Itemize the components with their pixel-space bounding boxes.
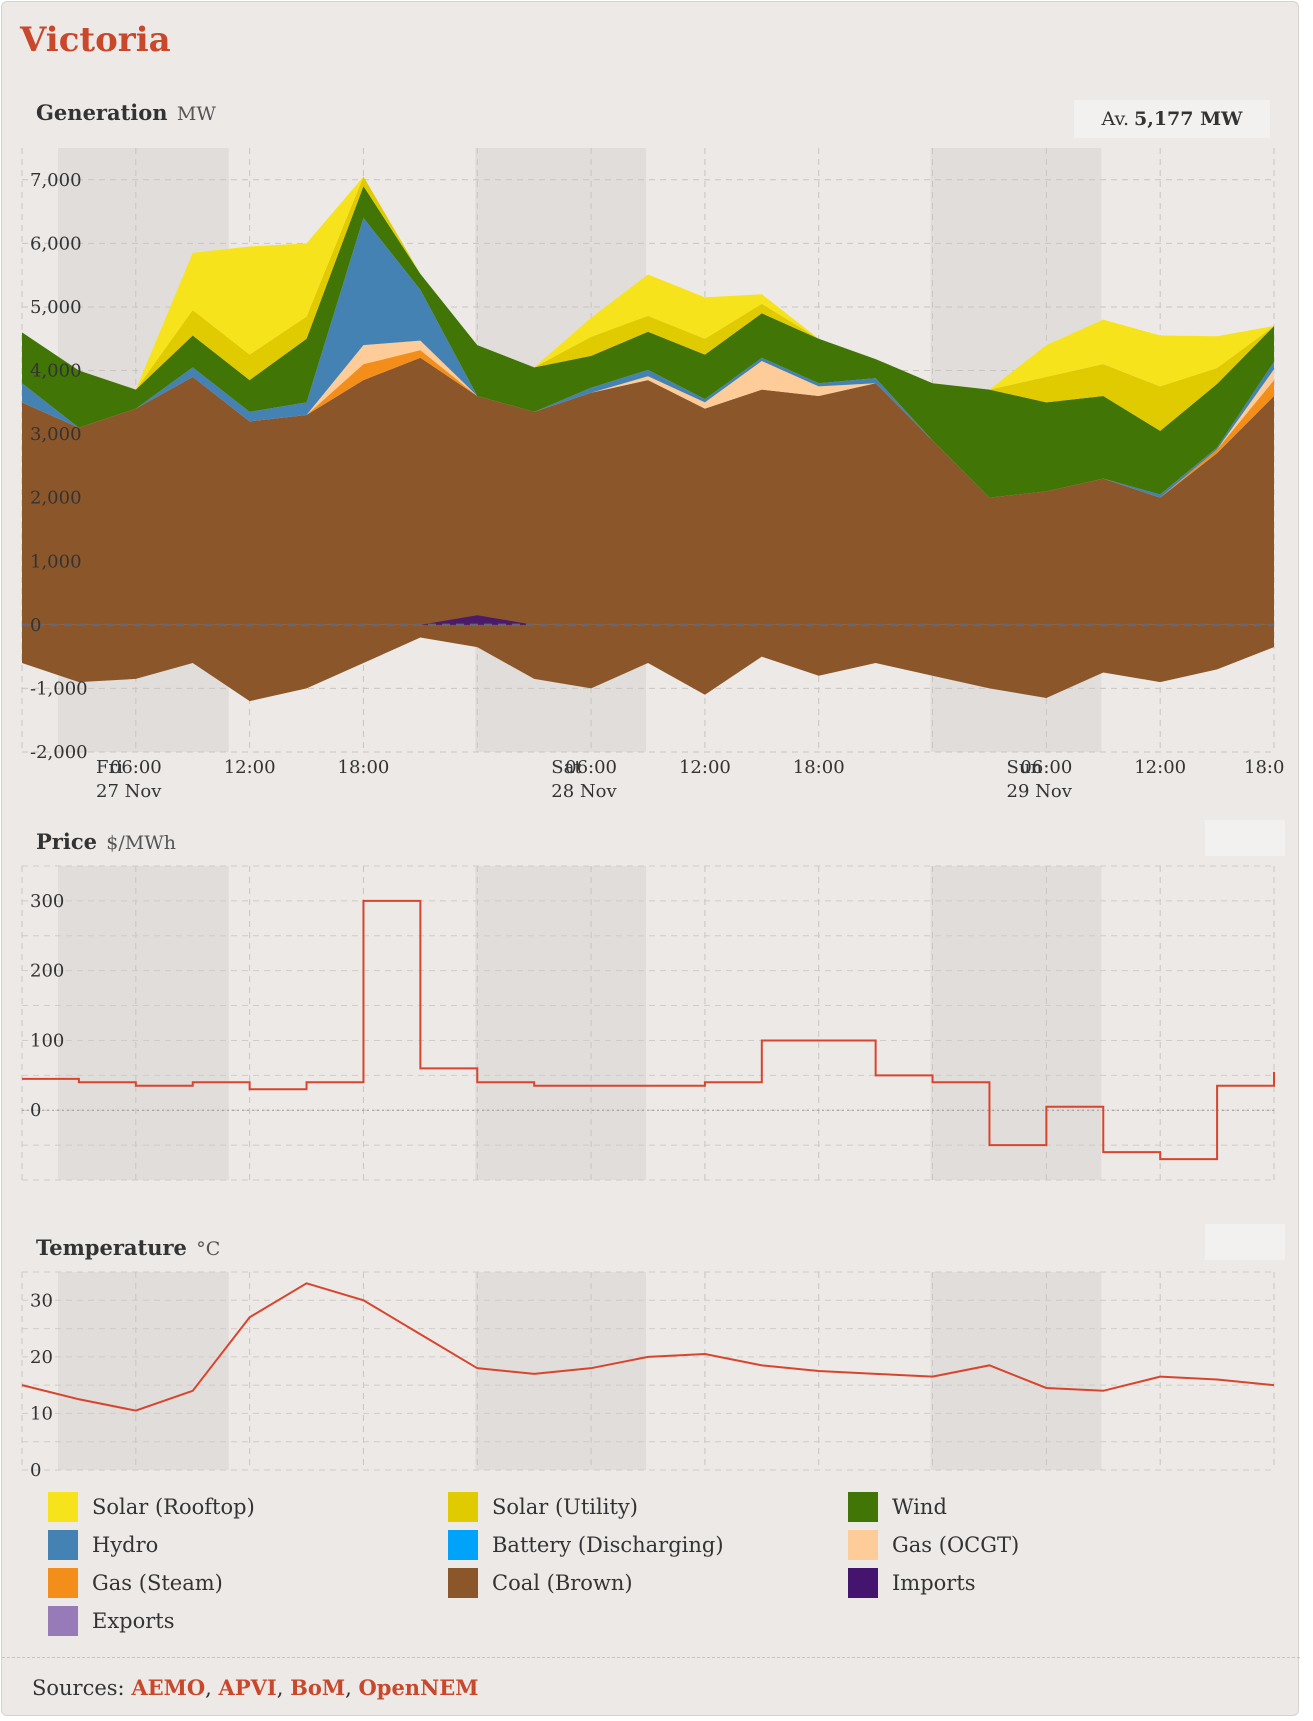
legend-label: Imports [892,1571,976,1595]
temperature-y-tick: 10 [30,1403,53,1424]
generation-y-tick: 2,000 [30,488,82,509]
price-y-tick: 300 [30,891,64,912]
hour-label: 18:00 [793,757,845,778]
temperature-title-text: Temperature [36,1235,187,1260]
legend-item[interactable]: Gas (Steam) [48,1568,223,1598]
hour-label: 06:00 [110,757,162,778]
temperature-night-band [58,1272,229,1470]
price-y-tick: 100 [30,1030,64,1051]
temperature-title: Temperature °C [36,1235,220,1260]
price-title: Price $/MWh [36,829,176,854]
legend-label: Gas (OCGT) [892,1533,1020,1557]
legend-item[interactable]: Coal (Brown) [448,1568,633,1598]
legend-label: Solar (Rooftop) [92,1495,255,1519]
price-night-band [58,866,229,1180]
legend-item[interactable]: Solar (Rooftop) [48,1492,255,1522]
generation-area-exports [22,624,1274,702]
price-night-band [475,866,647,1180]
legend-label: Exports [92,1609,175,1633]
price-y-tick: 200 [30,961,64,982]
sources-links: AEMO, APVI, BoM, OpenNEM [131,1675,479,1700]
legend-item[interactable]: Solar (Utility) [448,1492,638,1522]
generation-y-tick: -2,000 [30,742,88,763]
generation-area-solar-rooftop- [22,176,1274,390]
generation-y-tick: 4,000 [30,361,82,382]
price-unit: $/MWh [106,832,177,854]
legend-swatch [48,1530,78,1560]
legend-swatch [448,1492,478,1522]
day-label: Sun [1007,757,1043,778]
generation-y-tick: 0 [30,615,41,636]
generation-title-text: Generation [36,100,168,125]
temperature-y-tick: 30 [30,1290,53,1311]
generation-y-tick: 7,000 [30,170,82,191]
legend-label: Battery (Discharging) [492,1533,724,1557]
legend-swatch [448,1568,478,1598]
date-label: 29 Nov [1007,781,1073,802]
sources-label: Sources: [32,1676,125,1700]
generation-unit: MW [176,103,216,125]
hour-label: 12:00 [679,757,731,778]
generation-area-solar-utility- [22,176,1274,431]
region-title: Victoria [20,20,171,60]
legend-swatch [848,1530,878,1560]
legend-item[interactable]: Hydro [48,1530,158,1560]
hour-label-last: 18:0 [1244,757,1284,778]
temperature-unit: °C [196,1238,221,1260]
legend-label: Gas (Steam) [92,1571,223,1595]
legend-item[interactable]: Gas (OCGT) [848,1530,1019,1560]
sources: Sources: AEMO, APVI, BoM, OpenNEM [32,1675,479,1700]
source-link-aemo[interactable]: AEMO [131,1675,206,1700]
generation-area-coal-brown- [22,357,1274,625]
price-night-band [930,866,1102,1180]
generation-y-tick: -1,000 [30,678,88,699]
generation-y-tick: 6,000 [30,233,82,254]
day-label: Sat [551,757,582,778]
generation-title: Generation MW [36,100,216,125]
legend-swatch [448,1530,478,1560]
generation-area-wind [22,186,1274,498]
hour-label: 06:00 [1020,757,1072,778]
hour-label: 12:00 [1134,757,1186,778]
legend-item[interactable]: Imports [848,1568,976,1598]
date-label: 28 Nov [551,781,617,802]
generation-y-tick: 3,000 [30,424,82,445]
temperature-line [21,1282,1275,1412]
legend-label: Hydro [92,1533,159,1557]
sources-divider [2,1657,1300,1658]
price-y-tick: 0 [30,1100,41,1121]
legend-swatch [48,1568,78,1598]
hour-label: 12:00 [224,757,276,778]
temperature-readout-box [1205,1224,1285,1260]
generation-y-tick: 5,000 [30,297,82,318]
legend-swatch [48,1606,78,1636]
temperature-y-tick: 20 [30,1347,53,1368]
date-label: 27 Nov [96,781,162,802]
generation-y-tick: 1,000 [30,551,82,572]
legend-item[interactable]: Wind [848,1492,947,1522]
legend-swatch [848,1568,878,1598]
legend-label: Solar (Utility) [492,1495,638,1519]
legend-item[interactable]: Exports [48,1606,175,1636]
price-line [22,899,1275,1161]
hour-label: 18:00 [338,757,390,778]
average-box: Av. 5,177 MW [1074,100,1270,138]
legend-swatch [48,1492,78,1522]
legend-label: Wind [892,1495,947,1519]
price-readout-box [1205,820,1285,856]
day-label: Fri [96,757,123,778]
source-link-opennem[interactable]: OpenNEM [358,1675,479,1700]
legend-label: Coal (Brown) [492,1571,633,1595]
legend-swatch [848,1492,878,1522]
temperature-y-tick: 0 [30,1460,41,1481]
average-label: Av. [1101,108,1129,130]
source-link-apvi[interactable]: APVI [218,1675,277,1700]
price-title-text: Price [36,829,97,854]
average-value: 5,177 MW [1134,108,1243,130]
legend-item[interactable]: Battery (Discharging) [448,1530,724,1560]
hour-label: 06:00 [565,757,617,778]
source-link-bom[interactable]: BoM [290,1675,346,1700]
